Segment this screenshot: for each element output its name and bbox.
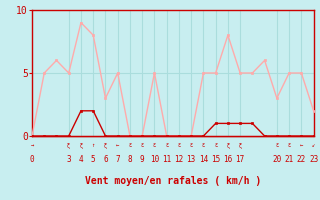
Text: ε: ε	[275, 143, 278, 148]
Text: 11: 11	[162, 155, 171, 164]
Text: 13: 13	[187, 155, 196, 164]
Text: ξ: ξ	[238, 143, 242, 149]
Text: 5: 5	[91, 155, 96, 164]
Text: ε: ε	[214, 143, 217, 148]
Text: 6: 6	[103, 155, 108, 164]
Text: 8: 8	[128, 155, 132, 164]
Text: Vent moyen/en rafales ( km/h ): Vent moyen/en rafales ( km/h )	[85, 176, 261, 186]
Text: 22: 22	[297, 155, 306, 164]
Text: 17: 17	[236, 155, 245, 164]
Text: ↙: ↙	[312, 143, 315, 148]
Text: 12: 12	[174, 155, 184, 164]
Text: ξ: ξ	[67, 143, 70, 149]
Text: ε: ε	[140, 143, 144, 148]
Text: 0: 0	[30, 155, 34, 164]
Text: ε: ε	[165, 143, 168, 148]
Text: ε: ε	[177, 143, 180, 148]
Text: 3: 3	[67, 155, 71, 164]
Text: 10: 10	[150, 155, 159, 164]
Text: ε: ε	[287, 143, 291, 148]
Text: ε: ε	[189, 143, 193, 148]
Text: 16: 16	[223, 155, 233, 164]
Text: ξ: ξ	[104, 143, 107, 149]
Text: ε: ε	[202, 143, 205, 148]
Text: ←: ←	[116, 143, 119, 148]
Text: 4: 4	[79, 155, 83, 164]
Text: 21: 21	[284, 155, 294, 164]
Text: 9: 9	[140, 155, 145, 164]
Text: 23: 23	[309, 155, 318, 164]
Text: ξ: ξ	[79, 143, 83, 149]
Text: ε: ε	[128, 143, 132, 148]
Text: 20: 20	[272, 155, 282, 164]
Text: ←: ←	[300, 143, 303, 148]
Text: ε: ε	[153, 143, 156, 148]
Text: 14: 14	[199, 155, 208, 164]
Text: →: →	[30, 143, 34, 148]
Text: 15: 15	[211, 155, 220, 164]
Text: ξ: ξ	[226, 143, 229, 149]
Text: 7: 7	[116, 155, 120, 164]
Text: ↑: ↑	[92, 143, 95, 148]
